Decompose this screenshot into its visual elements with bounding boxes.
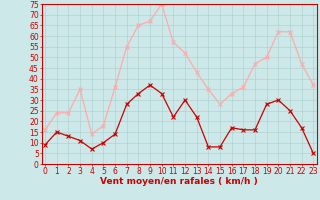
X-axis label: Vent moyen/en rafales ( km/h ): Vent moyen/en rafales ( km/h ) [100,177,258,186]
